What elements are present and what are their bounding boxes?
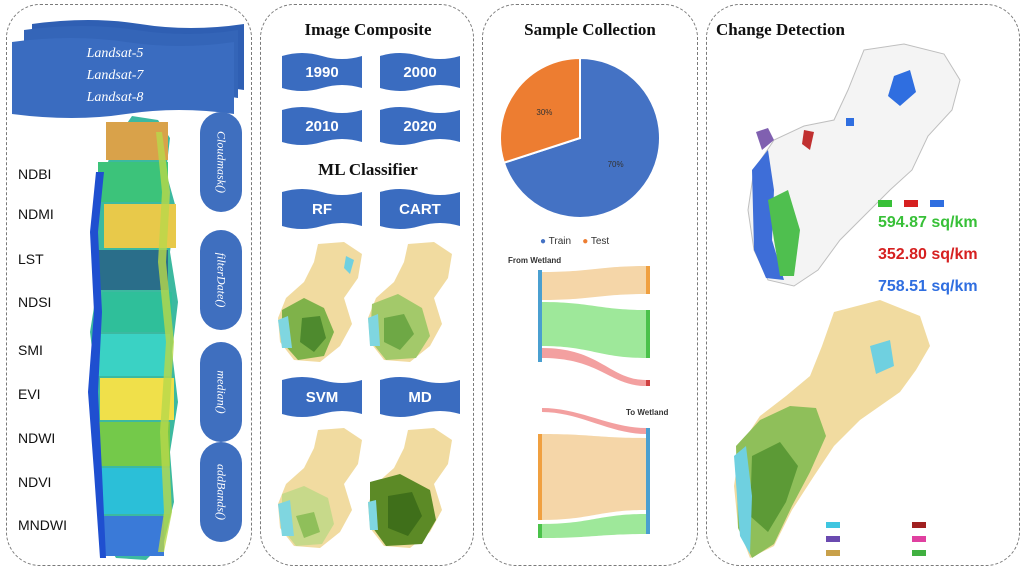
data-input-panel [6, 4, 252, 566]
sample-collection-panel [482, 4, 698, 566]
index-label-ndbi: NDBI [18, 166, 52, 182]
pie-legend: ● Train ● Test [540, 236, 609, 247]
stat-loss-area: 352.80 sq/km [878, 246, 978, 263]
train-legend-label: Train [548, 236, 572, 247]
index-label-ndsi: NDSI [18, 294, 52, 310]
pie-slice-test [499, 56, 581, 164]
change-class-legend [826, 522, 1006, 560]
pie-slice-train [502, 56, 661, 219]
stat-water-area: 758.51 sq/km [878, 278, 978, 295]
change-detection-map-bottom [734, 300, 930, 558]
index-label-ndvi: NDVI [18, 474, 52, 490]
cart-classifier-flag: CART [380, 188, 460, 230]
to-wetland-sankey [538, 408, 650, 538]
pie-label-test: 30% [536, 108, 552, 117]
train-legend-dot: ● [540, 236, 547, 247]
landsat-8-label: Landsat-8 [86, 90, 144, 105]
image-composite-panel [260, 4, 474, 566]
landsat-flag-stack [12, 20, 244, 118]
legend-swatch-darkred [912, 522, 926, 528]
image-composite-title: Image Composite [304, 20, 432, 39]
year-2010-flag: 2010 [282, 106, 362, 146]
change-detection-map-top [747, 43, 961, 287]
md-classifier-flag: MD [380, 376, 460, 418]
rf-classifier-flag: RF [282, 188, 362, 230]
landsat-7-label: Landsat-7 [86, 68, 144, 83]
md-classified-map [368, 428, 452, 548]
addbands-step: addBands() [200, 442, 242, 542]
year-2000-flag: 2000 [380, 52, 460, 92]
rf-classified-map [278, 242, 362, 362]
legend-swatch-cyan [826, 522, 840, 528]
index-label-evi: EVI [18, 386, 41, 402]
index-map-stack [88, 116, 178, 560]
to-wetland-label: To Wetland [626, 408, 669, 417]
filterdate-step: filterDate() [200, 230, 242, 330]
legend-swatch-tan [826, 550, 840, 556]
legend-swatch-green [878, 200, 892, 207]
test-legend-dot: ● [582, 236, 589, 247]
stat-gain-area: 594.87 sq/km [878, 214, 978, 231]
year-2020-flag: 2020 [380, 106, 460, 146]
landsat-5-label: Landsat-5 [86, 46, 144, 61]
change-legend [878, 200, 944, 209]
from-wetland-sankey [538, 266, 650, 386]
index-label-mndwi: MNDWI [18, 517, 67, 533]
median-step: median() [200, 342, 242, 442]
legend-swatch-pink [912, 536, 926, 542]
ml-classifier-title: ML Classifier [318, 160, 418, 179]
index-label-smi: SMI [18, 342, 43, 358]
index-label-ndmi: NDMI [18, 206, 54, 222]
year-1990-flag: 1990 [282, 52, 362, 92]
cloudmask-step: Cloudmask() [200, 112, 242, 212]
svm-classified-map [278, 428, 362, 548]
legend-swatch-blue [929, 200, 944, 207]
cart-classified-map [368, 242, 452, 362]
legend-swatch-red [903, 200, 918, 207]
from-wetland-label: From Wetland [508, 256, 562, 265]
change-detection-panel [706, 4, 1020, 566]
index-label-ndwi: NDWI [18, 430, 56, 446]
pie-label-train: 70% [608, 160, 624, 169]
train-test-pie-chart: 70% 30% [499, 56, 661, 219]
legend-swatch-green2 [912, 550, 926, 556]
change-detection-title: Change Detection [716, 20, 845, 39]
svm-classifier-flag: SVM [282, 376, 362, 418]
test-legend-label: Test [590, 236, 610, 247]
legend-swatch-purple [826, 536, 840, 542]
sample-collection-title: Sample Collection [524, 20, 656, 39]
index-label-lst: LST [18, 251, 44, 267]
